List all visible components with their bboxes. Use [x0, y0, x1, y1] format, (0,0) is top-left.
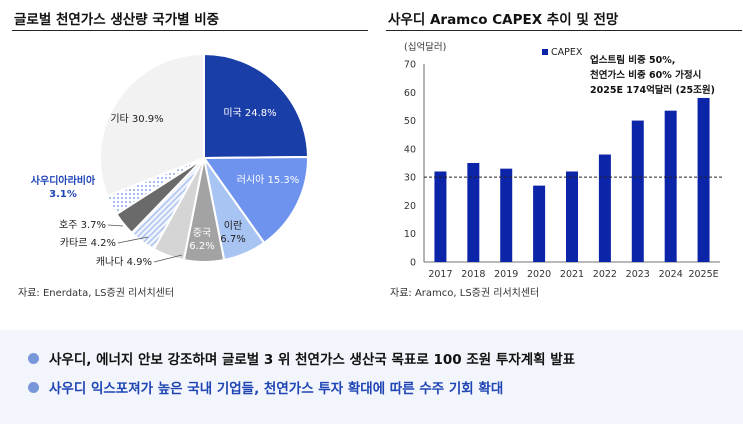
- capex-bar: [500, 168, 513, 262]
- annotation-text: 업스트림 비중 50%,: [590, 54, 675, 66]
- bar-chart-source: 자료: Aramco, LS증권 리서치센터: [390, 288, 540, 299]
- capex-bar: [664, 110, 677, 263]
- slice-label: 호주 3.7%: [59, 219, 106, 231]
- slice-label: 중국: [193, 227, 211, 239]
- pie-chart-source: 자료: Enerdata, LS증권 리서치센터: [18, 288, 175, 299]
- capex-bar: [467, 163, 480, 262]
- x-tick-label: 2019: [494, 269, 518, 280]
- x-tick-label: 2018: [461, 269, 485, 280]
- slice-label: 미국 24.8%: [223, 107, 276, 119]
- pie-chart: 미국 24.8% 러시아 15.3% 이란 6.7% 중국 6.2% 캐나다 4.9% 카타르…: [31, 52, 310, 268]
- title-divider: [12, 30, 368, 31]
- capex-bar: [434, 171, 447, 262]
- y-tick-label: 60: [404, 88, 416, 99]
- y-tick-label: 0: [410, 258, 416, 269]
- summary-bullet: 사우디, 에너지 안보 강조하며 글로벌 3 위 천연가스 생산국 목표로 10…: [28, 348, 575, 368]
- x-tick-label: 2021: [560, 269, 584, 280]
- bullet-dot-icon: [28, 381, 39, 393]
- y-tick-label: 50: [404, 116, 416, 127]
- slice-label: 카타르 4.2%: [60, 237, 116, 249]
- gas-share-panel: 글로벌 천연가스 생산량 국가별 비중 미국 24.8% 러시아 15.3% 이란 6…: [0, 0, 372, 300]
- capex-bar: [697, 97, 710, 262]
- slice-label: 러시아 15.3%: [237, 174, 300, 186]
- x-tick-label: 2024: [659, 269, 683, 280]
- capex-bar: [631, 120, 644, 262]
- y-axis-unit-label: (십억달러): [404, 41, 446, 53]
- slice-value-label: 6.7%: [220, 234, 245, 245]
- y-tick-label: 10: [404, 229, 416, 240]
- title-divider: [386, 30, 742, 31]
- bullet-dot-icon: [28, 352, 39, 364]
- capex-bar: [533, 185, 546, 262]
- bar-chart-title: 사우디 Aramco CAPEX 추이 및 전망: [388, 12, 619, 28]
- legend-label: CAPEX: [551, 47, 583, 58]
- pie-slice: [99, 52, 205, 198]
- legend-swatch: [542, 49, 548, 55]
- summary-box: 사우디, 에너지 안보 강조하며 글로벌 3 위 천연가스 생산국 목표로 10…: [0, 330, 743, 424]
- capex-panel: 사우디 Aramco CAPEX 추이 및 전망 (십억달러) 0 10 20 30 40…: [384, 0, 743, 300]
- pie-slice: [202, 156, 310, 245]
- slice-value-label: 3.1%: [49, 189, 77, 200]
- leader-line: [117, 236, 149, 244]
- slice-value-label: 6.2%: [189, 241, 214, 252]
- x-tick-label: 2023: [626, 269, 650, 280]
- y-tick-label: 30: [404, 173, 416, 184]
- bar-chart: (십억달러) 0 10 20 30 40 50 60 70 2017 2018 2019 2020 202…: [404, 41, 724, 280]
- y-tick-label: 20: [404, 201, 416, 212]
- slice-label: 캐나다 4.9%: [96, 256, 152, 268]
- annotation-text: 천연가스 비중 60% 가정시: [590, 69, 701, 81]
- capex-bar: [598, 154, 611, 262]
- slice-label: 기타 30.9%: [110, 113, 163, 125]
- summary-text: 사우디 익스포져가 높은 국내 기업들, 천연가스 투자 확대에 따른 수주 기…: [49, 381, 504, 397]
- x-tick-label: 2020: [527, 269, 551, 280]
- slice-label: 사우디아라비아: [31, 174, 96, 187]
- x-tick-label: 2025E: [688, 269, 718, 280]
- summary-text: 사우디, 에너지 안보 강조하며 글로벌 3 위 천연가스 생산국 목표로 10…: [49, 352, 576, 368]
- pie-slice: [203, 52, 310, 160]
- leader-line: [107, 224, 124, 227]
- y-tick-label: 70: [404, 60, 416, 71]
- leader-line: [153, 254, 183, 263]
- x-tick-label: 2017: [428, 269, 452, 280]
- x-tick-label: 2022: [593, 269, 617, 280]
- annotation-text: 2025E 174억달러 (25조원): [590, 84, 715, 96]
- summary-bullet: 사우디 익스포져가 높은 국내 기업들, 천연가스 투자 확대에 따른 수주 기…: [28, 377, 503, 397]
- capex-bar: [566, 171, 578, 262]
- slice-label: 이란: [224, 220, 242, 232]
- y-tick-label: 40: [404, 144, 416, 155]
- pie-chart-title: 글로벌 천연가스 생산량 국가별 비중: [14, 12, 220, 28]
